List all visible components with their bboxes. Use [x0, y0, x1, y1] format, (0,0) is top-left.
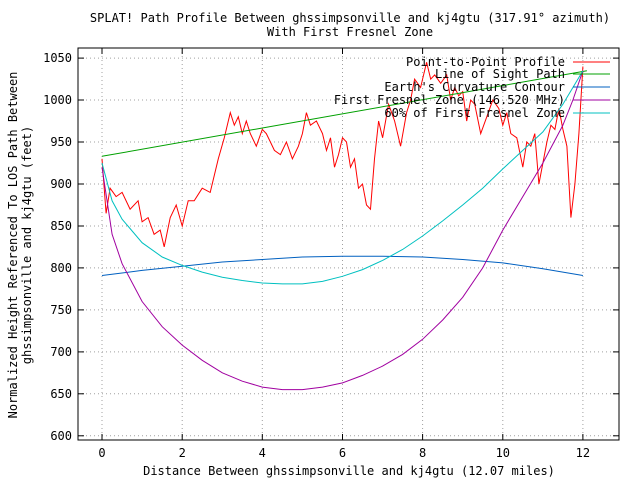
y-tick-label: 850 — [50, 219, 72, 233]
x-tick-label: 12 — [576, 446, 590, 460]
y-axis-label-line2: ghssimpsonville and kj4gtu (feet) — [20, 126, 34, 364]
x-tick-label: 2 — [179, 446, 186, 460]
earth-curvature-line — [101, 255, 583, 276]
y-tick-label: 900 — [50, 177, 72, 191]
legend-label-1: Line of Sight Path — [435, 67, 565, 81]
y-axis-label-line1: Normalized Height Referenced To LOS Path… — [6, 72, 20, 419]
x-tick-label: 10 — [496, 446, 510, 460]
line-of-sight-line — [101, 70, 587, 157]
axes: 0 2 4 6 8 10 12 600 650 700 750 800 850 900 950 1000 105… — [43, 48, 619, 460]
plot-area — [101, 62, 587, 391]
fresnel-60-line — [101, 70, 584, 285]
x-axis-label: Distance Between ghssimpsonville and kj4… — [143, 464, 555, 478]
chart-title-line1: SPLAT! Path Profile Between ghssimpsonvi… — [90, 11, 610, 25]
legend-label-3: First Fresnel Zone (146.520 MHz) — [334, 93, 565, 107]
legend: Point-to-Point Profile Line of Sight Pat… — [334, 55, 610, 120]
y-tick-label: 600 — [50, 429, 72, 443]
legend-label-4: 60% of First Fresnel Zone — [384, 106, 565, 120]
y-tick-label: 650 — [50, 387, 72, 401]
x-tick-label: 6 — [339, 446, 346, 460]
fresnel-zone-line — [101, 70, 584, 391]
legend-label-0: Point-to-Point Profile — [406, 55, 565, 69]
x-tick-label: 4 — [259, 446, 266, 460]
y-tick-label: 950 — [50, 135, 72, 149]
chart-title-line2: With First Fresnel Zone — [267, 25, 433, 39]
grid — [78, 48, 619, 440]
profile-line — [101, 62, 584, 248]
x-tick-label: 0 — [98, 446, 105, 460]
x-tick-label: 8 — [419, 446, 426, 460]
plot-frame — [77, 47, 620, 441]
y-tick-label: 1000 — [43, 93, 72, 107]
y-tick-label: 700 — [50, 345, 72, 359]
y-tick-label: 750 — [50, 303, 72, 317]
y-tick-label: 1050 — [43, 51, 72, 65]
legend-label-2: Earth's Curvature Contour — [384, 80, 565, 94]
y-tick-label: 800 — [50, 261, 72, 275]
